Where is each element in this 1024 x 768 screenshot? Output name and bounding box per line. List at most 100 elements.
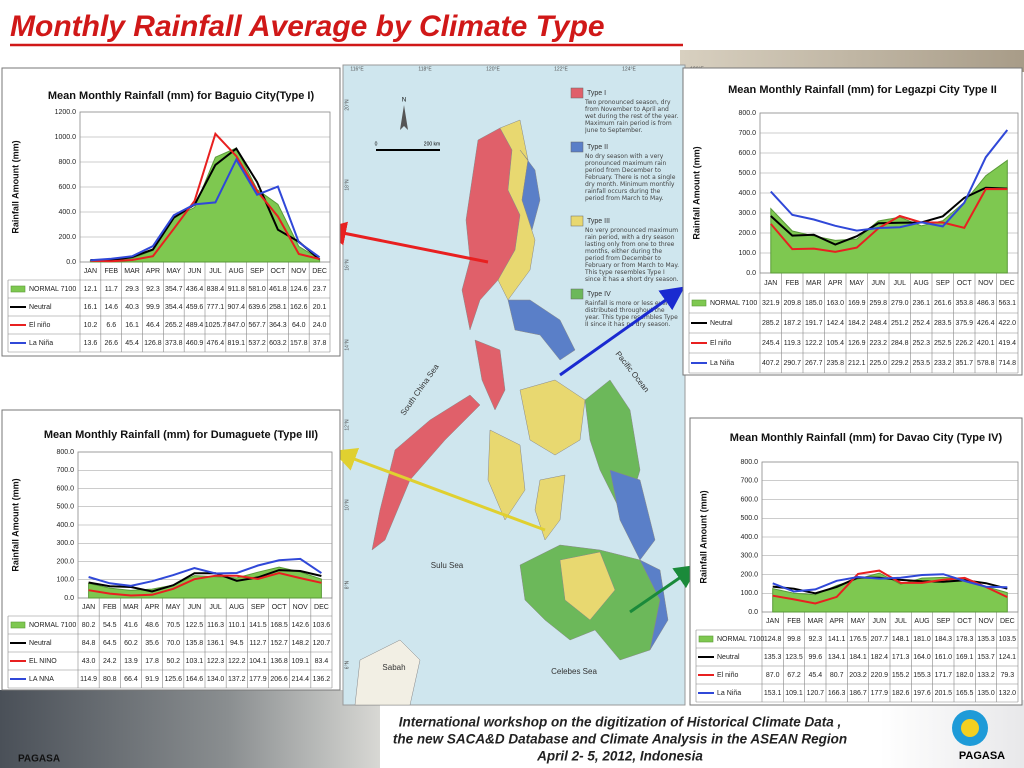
x-tick-label: MAY [166,604,181,611]
table-value: 907.4 [227,304,245,311]
table-value: 178.3 [956,636,974,643]
sea-label: Sabah [382,663,405,672]
table-value: 182.4 [871,654,889,661]
table-value: 225.0 [869,360,887,367]
table-value: 11.7 [105,286,118,293]
table-value: 206.6 [270,676,288,683]
table-value: 181.0 [913,636,931,643]
table-value: 375.9 [955,320,973,327]
table-value: 24.2 [103,658,117,665]
table-value: 45.4 [809,672,823,679]
table-value: 135.0 [977,690,995,697]
table-value: 13.9 [124,658,138,665]
legend-label: Type II [587,144,608,151]
legend-label: Type IV [587,291,611,298]
lon-label: 122°E [554,66,568,72]
table-value: 64.0 [292,322,306,329]
table-value: 187.2 [783,320,801,327]
table-value: 132.0 [999,690,1017,697]
legend-box: No dry season with a very pronounced max… [585,153,675,202]
table-value: 261.6 [934,300,952,307]
x-tick-label: FEB [785,280,799,287]
table-value: 165.5 [956,690,974,697]
table-value: 43.0 [82,658,96,665]
sea-label: Celebes Sea [551,667,597,676]
y-tick-label: 300.0 [56,540,74,547]
legend-box: Rainfall is more or less evenly distribu… [585,300,678,328]
legend-label: El niño [29,322,51,329]
table-value: 259.8 [869,300,887,307]
x-tick-label: APR [829,618,843,625]
chart-title: Mean Monthly Rainfall (mm) for Dumaguete… [44,429,319,441]
table-value: 420.1 [977,340,995,347]
x-tick-label: NOV [978,280,994,287]
table-value: 207.7 [871,636,889,643]
line [88,571,322,597]
table-value: 176.5 [849,636,867,643]
table-value: 20.1 [313,304,327,311]
legend-label: El niño [717,672,739,679]
logo-text: PAGASA [18,754,60,765]
table-value: 153.7 [977,654,995,661]
table-value: 461.8 [269,286,287,293]
island [507,299,576,361]
x-tick-label: SEP [251,604,265,611]
table-value: 279.0 [891,300,909,307]
y-tick-label: 700.0 [738,130,756,137]
x-tick-label: AUG [229,268,244,275]
table-value: 161.0 [935,654,953,661]
table-value: 838.4 [207,286,225,293]
x-tick-label: NOV [291,268,307,275]
chart-title: Mean Monthly Rainfall (mm) for Legazpi C… [728,84,997,96]
y-tick-label: 0.0 [66,259,76,266]
y-tick-label: 200.0 [740,571,758,578]
table-value: 290.7 [783,360,801,367]
table-value: 80.2 [82,622,96,629]
y-tick-label: 0.0 [748,609,758,616]
legend-key [691,299,707,307]
table-value: 67.2 [787,672,801,679]
lon-label: 116°E [350,66,364,72]
table-value: 124.1 [999,654,1017,661]
table-value: 41.6 [124,622,138,629]
x-tick-label: JAN [84,268,97,275]
arrow [629,564,699,614]
table-value: 124.6 [290,286,308,293]
table-value: 489.4 [186,322,204,329]
lat-label: 8°N [344,580,350,589]
logo [961,719,979,737]
table-value: 29.3 [125,286,139,293]
table-value: 162.6 [290,304,308,311]
table-value: 119.3 [784,340,801,347]
table-value: 116.3 [207,622,224,629]
y-tick-label: 600.0 [740,496,758,503]
table-value: 50.2 [166,658,180,665]
y-tick-label: 100.0 [56,577,74,584]
table-value: 142.6 [291,622,309,629]
arrow [559,286,685,377]
table-value: 252.5 [934,340,952,347]
table-value: 184.2 [848,320,866,327]
x-tick-label: DEC [314,604,329,611]
y-tick-label: 800.0 [56,449,74,456]
table-value: 80.7 [830,672,844,679]
arrow [332,448,546,532]
x-tick-label: DEC [1000,618,1015,625]
line [90,157,321,262]
table-value: 185.0 [805,300,823,307]
table-value: 126.9 [848,340,866,347]
legend-label: Neutral [717,654,740,661]
scale-label: 200 km [424,141,440,147]
x-tick-label: JAN [82,604,95,611]
lat-label: 16°N [344,259,350,271]
table-value: 155.2 [892,672,910,679]
x-tick-label: JUN [873,618,887,625]
legend-box: Two pronounced season, dry from November… [585,99,678,134]
legend-label: La Niña [710,360,734,367]
table-value: 37.8 [313,340,327,347]
table-value: 581.0 [248,286,266,293]
y-tick-label: 0.0 [746,270,756,277]
x-tick-label: SEP [936,618,950,625]
photo-strip [0,690,380,768]
table-value: 24.0 [313,322,327,329]
